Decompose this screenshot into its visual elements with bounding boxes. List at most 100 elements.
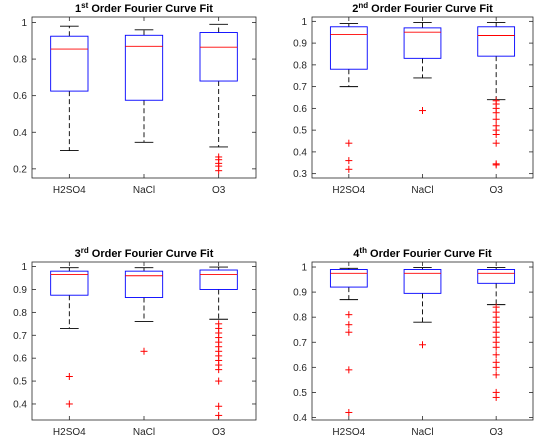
y-tick-label: 1 bbox=[21, 262, 27, 273]
outlier-point bbox=[345, 311, 353, 319]
plot-frame bbox=[31, 261, 257, 421]
outlier-point bbox=[492, 371, 500, 379]
y-tick-label: 0.8 bbox=[293, 60, 307, 71]
box-NaCl bbox=[124, 29, 164, 143]
y-tick-label: 0.9 bbox=[13, 285, 27, 296]
iqr-box bbox=[124, 34, 164, 101]
outlier-point bbox=[492, 122, 500, 130]
iqr-box bbox=[50, 35, 89, 92]
y-tick-label: 0.3 bbox=[293, 169, 307, 180]
iqr-box bbox=[329, 269, 368, 288]
box-NaCl bbox=[124, 267, 164, 355]
outlier-point bbox=[492, 351, 500, 359]
y-tick-label: 0.6 bbox=[293, 104, 307, 115]
outlier-point bbox=[345, 139, 353, 147]
box-O3 bbox=[199, 266, 238, 419]
x-tick-label: H2SO4 bbox=[332, 185, 365, 196]
y-tick-label: 0.2 bbox=[13, 164, 27, 175]
outlier-point bbox=[215, 377, 223, 385]
outlier-point bbox=[492, 303, 500, 311]
subplot-1: 0.2 0.4 0.6 0.8 1 H2SO4 NaCl O3 1st Order Fourie… bbox=[13, 1, 257, 196]
box-H2SO4 bbox=[50, 267, 89, 408]
y-tick-label: 0.5 bbox=[293, 126, 307, 137]
y-tick-label: 0.9 bbox=[293, 39, 307, 50]
y-tick-label: 0.9 bbox=[293, 288, 307, 299]
outlier-point bbox=[492, 97, 500, 105]
x-tick-label: NaCl bbox=[133, 185, 155, 196]
y-tick-label: 0.8 bbox=[293, 313, 307, 324]
outlier-point bbox=[215, 320, 223, 328]
y-tick-label: 1 bbox=[301, 263, 307, 274]
x-tick-label: O3 bbox=[489, 427, 503, 438]
outlier-point bbox=[492, 115, 500, 123]
y-tick-label: 1 bbox=[21, 18, 27, 29]
outlier-point bbox=[345, 366, 353, 374]
outlier-point bbox=[492, 388, 500, 396]
y-tick-label: 0.7 bbox=[13, 331, 27, 342]
iqr-box bbox=[199, 32, 238, 82]
x-tick-label: NaCl bbox=[411, 185, 433, 196]
y-tick-label: 0.5 bbox=[13, 377, 27, 388]
box-H2SO4 bbox=[50, 25, 89, 152]
y-tick-label: 0.4 bbox=[293, 413, 307, 424]
chart-title: 2nd Order Fourier Curve Fit bbox=[352, 1, 493, 15]
x-tick-label: O3 bbox=[212, 427, 226, 438]
outlier-point bbox=[492, 139, 500, 147]
y-tick-label: 0.4 bbox=[13, 399, 27, 410]
subplot-2: 0.3 0.4 0.5 0.6 0.7 0.8 0.9 1 H2SO4 NaCl O3 2nd Ord… bbox=[293, 1, 534, 196]
outlier-point bbox=[215, 153, 223, 161]
box-NaCl bbox=[403, 21, 442, 115]
x-tick-label: NaCl bbox=[133, 427, 155, 438]
iqr-box bbox=[403, 27, 442, 59]
outlier-point bbox=[492, 160, 500, 168]
y-tick-label: 0.8 bbox=[13, 55, 27, 66]
chart-title: 1st Order Fourier Curve Fit bbox=[75, 1, 213, 15]
plot-frame bbox=[31, 16, 257, 179]
x-tick-label: O3 bbox=[212, 185, 226, 196]
outlier-point bbox=[65, 372, 73, 380]
box-H2SO4 bbox=[329, 267, 368, 416]
box-O3 bbox=[477, 267, 516, 401]
x-tick-label: H2SO4 bbox=[53, 185, 86, 196]
y-tick-label: 0.6 bbox=[293, 363, 307, 374]
y-tick-label: 0.4 bbox=[293, 147, 307, 158]
box-H2SO4 bbox=[329, 23, 368, 173]
outlier-point bbox=[215, 402, 223, 410]
outlier-point bbox=[215, 411, 223, 419]
y-tick-label: 0.5 bbox=[293, 388, 307, 399]
outlier-point bbox=[345, 328, 353, 336]
outlier-point bbox=[65, 400, 73, 408]
subplot-3: 0.4 0.5 0.6 0.7 0.8 0.9 1 H2SO4 NaCl O3 3rd Order … bbox=[13, 246, 257, 438]
iqr-box bbox=[477, 26, 516, 57]
outlier-point bbox=[492, 358, 500, 366]
x-tick-label: O3 bbox=[489, 185, 503, 196]
x-tick-label: H2SO4 bbox=[332, 427, 365, 438]
outlier-point bbox=[419, 341, 426, 349]
y-tick-label: 0.7 bbox=[293, 338, 307, 349]
y-tick-label: 0.8 bbox=[13, 308, 27, 319]
outlier-point bbox=[345, 408, 353, 416]
x-tick-label: H2SO4 bbox=[53, 427, 86, 438]
y-tick-label: 0.7 bbox=[293, 82, 307, 93]
box-NaCl bbox=[403, 267, 442, 349]
iqr-box bbox=[199, 269, 238, 290]
y-tick-label: 1 bbox=[301, 17, 307, 28]
y-tick-label: 0.6 bbox=[13, 91, 27, 102]
iqr-box bbox=[403, 269, 442, 294]
outlier-point bbox=[345, 321, 353, 329]
outlier-point bbox=[345, 165, 353, 173]
outlier-point bbox=[345, 157, 353, 165]
box-O3 bbox=[477, 21, 516, 169]
y-tick-label: 0.6 bbox=[13, 354, 27, 365]
outlier-point bbox=[419, 107, 426, 115]
iqr-box bbox=[124, 270, 164, 298]
subplot-4: 0.4 0.5 0.6 0.7 0.8 0.9 1 H2SO4 NaCl O3 4th Order … bbox=[293, 246, 534, 438]
y-tick-label: 0.4 bbox=[13, 128, 27, 139]
chart-title: 3rd Order Fourier Curve Fit bbox=[75, 246, 214, 260]
box-O3 bbox=[199, 23, 238, 175]
outlier-point bbox=[140, 347, 148, 355]
chart-title: 4th Order Fourier Curve Fit bbox=[353, 246, 492, 260]
plot-frame bbox=[311, 16, 534, 179]
iqr-box bbox=[50, 270, 89, 296]
